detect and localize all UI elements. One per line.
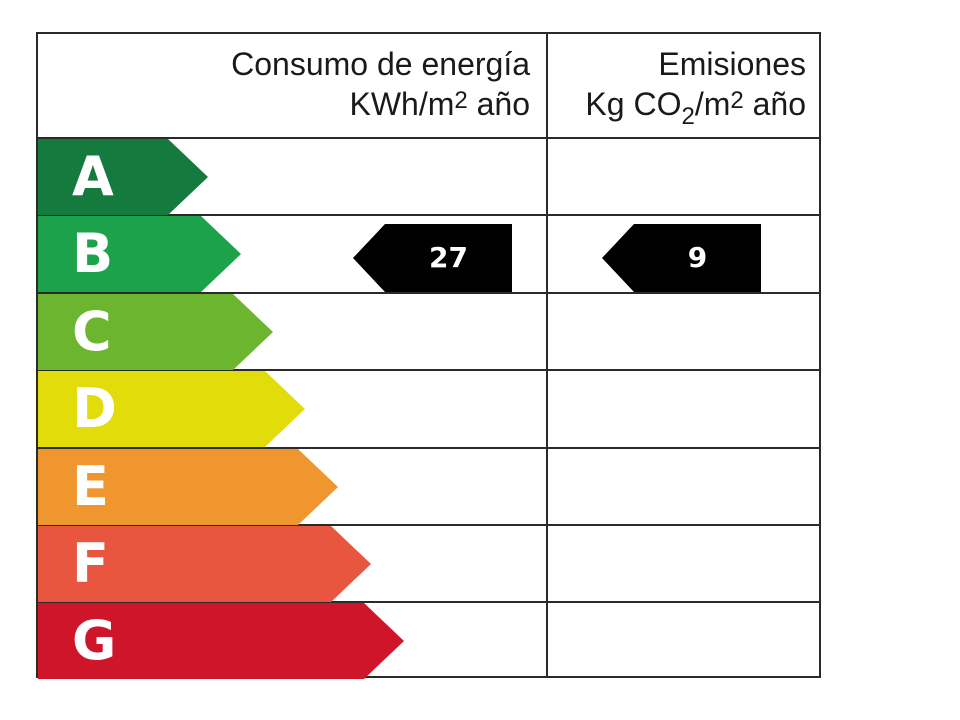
band-a-arrow	[38, 139, 208, 215]
energy-unit-text: KWh/m	[349, 86, 455, 122]
emissions-marker-arrow	[602, 224, 761, 292]
band-f-letter: F	[72, 532, 109, 595]
row-divider	[36, 447, 821, 449]
energy-marker-arrow	[353, 224, 512, 292]
energy-consumption-header: Consumo de energía KWh/m2 año	[40, 44, 530, 124]
band-g-arrow	[38, 603, 404, 679]
band-e-letter: E	[72, 455, 109, 518]
energy-unit-exponent: 2	[454, 87, 468, 114]
emissions-unit: Kg CO2/m2 año	[550, 84, 806, 129]
label-frame	[36, 32, 821, 678]
band-d-letter: D	[72, 377, 117, 440]
band-c-shape	[38, 294, 273, 370]
emissions-unit-text: Kg CO	[585, 86, 682, 122]
band-a-letter: A	[72, 145, 114, 208]
energy-unit-year: año	[467, 86, 530, 122]
emissions-rating-marker: 9	[602, 224, 762, 292]
energy-consumption-unit: KWh/m2 año	[40, 84, 530, 124]
emissions-rating-value: 9	[687, 241, 708, 274]
energy-rating-value: 27	[429, 241, 468, 274]
band-b-letter: B	[72, 222, 114, 285]
emissions-unit-exponent: 2	[730, 87, 744, 114]
band-d-shape	[38, 371, 305, 447]
energy-marker-shape	[353, 224, 512, 292]
energy-consumption-title: Consumo de energía	[231, 46, 530, 82]
band-f-arrow	[38, 526, 371, 602]
band-c-letter: C	[72, 300, 112, 363]
emissions-unit-year: año	[743, 86, 806, 122]
emissions-header: Emisiones Kg CO2/m2 año	[550, 44, 806, 129]
band-g-shape	[38, 603, 404, 679]
band-d-arrow	[38, 371, 305, 447]
band-b-arrow	[38, 216, 241, 292]
row-divider	[36, 601, 821, 603]
emissions-marker-shape	[602, 224, 761, 292]
band-e-arrow	[38, 449, 338, 525]
emissions-unit-subscript: 2	[681, 103, 695, 130]
row-divider	[36, 369, 821, 371]
band-e-shape	[38, 449, 338, 525]
emissions-title: Emisiones	[658, 46, 806, 82]
column-divider	[546, 32, 548, 678]
band-f-shape	[38, 526, 371, 602]
row-divider	[36, 214, 821, 216]
row-divider	[36, 524, 821, 526]
band-b-shape	[38, 216, 241, 292]
row-divider	[36, 292, 821, 294]
header-divider	[36, 137, 821, 139]
band-a-shape	[38, 139, 208, 215]
band-g-letter: G	[72, 609, 117, 672]
energy-rating-marker: 27	[353, 224, 513, 292]
band-c-arrow	[38, 294, 273, 370]
emissions-unit-per-area: /m	[694, 86, 731, 122]
